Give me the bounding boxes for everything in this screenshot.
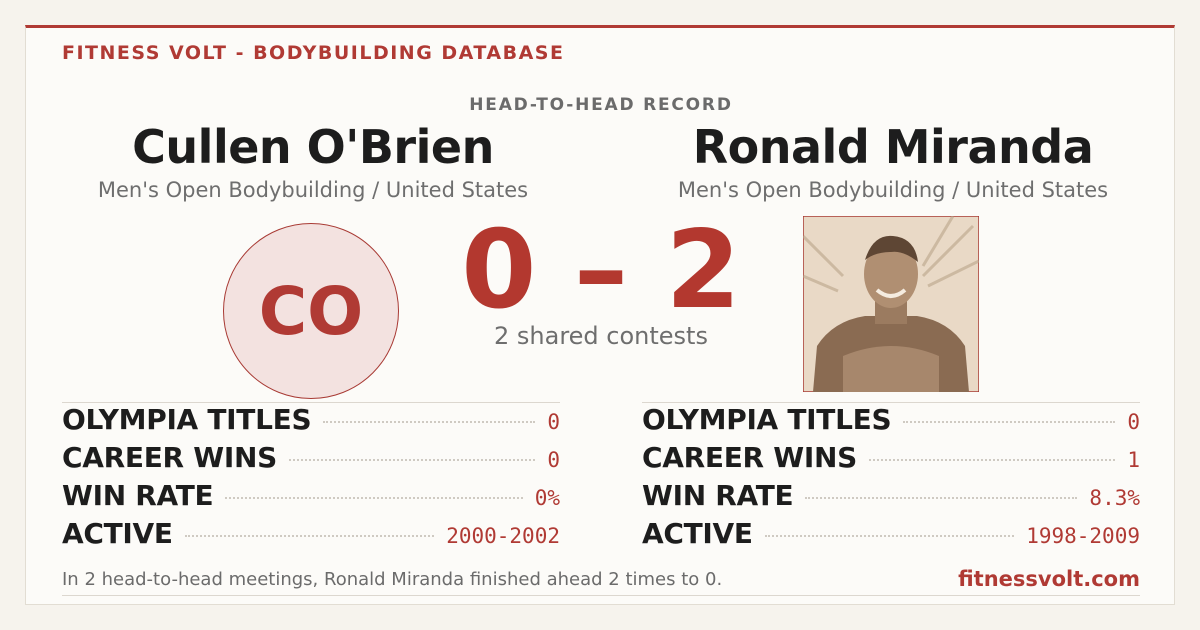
stat-row: OLYMPIA TITLES 0	[642, 403, 1140, 441]
brand: FITNESS VOLT - BODYBUILDING DATABASE	[62, 42, 565, 64]
stat-label: WIN RATE	[62, 479, 214, 512]
avatar-initials: CO	[223, 223, 399, 399]
stat-value: 0	[547, 410, 560, 434]
athlete-photo	[803, 216, 979, 392]
stat-value: 0%	[534, 486, 560, 510]
stat-value: 1	[1127, 448, 1140, 472]
leader	[764, 535, 1015, 537]
athlete-name: Cullen O'Brien	[132, 120, 494, 174]
stat-label: ACTIVE	[62, 517, 173, 550]
leader	[323, 421, 536, 423]
stat-row: ACTIVE 1998-2009	[642, 517, 1140, 555]
score: 0 – 2	[461, 208, 741, 333]
leader	[288, 459, 536, 461]
leader	[225, 497, 523, 499]
stats: OLYMPIA TITLES 0 CAREER WINS 0 WIN RATE 0% ACT…	[62, 402, 560, 555]
leader	[903, 421, 1116, 423]
stat-label: CAREER WINS	[642, 441, 857, 474]
stat-row: CAREER WINS 0	[62, 441, 560, 479]
athlete-division: Men's Open Bodybuilding / United States	[677, 178, 1109, 202]
stat-row: WIN RATE 0%	[62, 479, 560, 517]
shared-contests: 2 shared contests	[494, 322, 708, 350]
stat-row: OLYMPIA TITLES 0	[62, 403, 560, 441]
stat-label: CAREER WINS	[62, 441, 277, 474]
stat-label: OLYMPIA TITLES	[642, 403, 892, 436]
stat-label: ACTIVE	[642, 517, 753, 550]
stat-row: CAREER WINS 1	[642, 441, 1140, 479]
athlete-division: Men's Open Bodybuilding / United States	[97, 178, 529, 202]
stats: OLYMPIA TITLES 0 CAREER WINS 1 WIN RATE 8.3% A…	[642, 402, 1140, 555]
stat-row: ACTIVE 2000-2002	[62, 517, 560, 555]
matchup-label: HEAD-TO-HEAD RECORD	[469, 95, 733, 115]
stat-value: 0	[547, 448, 560, 472]
leader	[184, 535, 435, 537]
leader	[868, 459, 1116, 461]
stat-label: OLYMPIA TITLES	[62, 403, 312, 436]
summary: In 2 head-to-head meetings, Ronald Miran…	[62, 569, 723, 590]
stat-value: 8.3%	[1089, 486, 1140, 510]
card: FITNESS VOLT - BODYBUILDING DATABASE HEA…	[25, 25, 1175, 605]
stat-label: WIN RATE	[642, 479, 794, 512]
stat-value: 0	[1127, 410, 1140, 434]
stat-value: 2000-2002	[446, 524, 560, 548]
athlete-name: Ronald Miranda	[692, 120, 1094, 174]
stat-value: 1998-2009	[1026, 524, 1140, 548]
stat-row: WIN RATE 8.3%	[642, 479, 1140, 517]
divider	[62, 595, 1140, 596]
leader	[805, 497, 1078, 499]
site-link[interactable]: fitnessvolt.com	[958, 567, 1140, 591]
